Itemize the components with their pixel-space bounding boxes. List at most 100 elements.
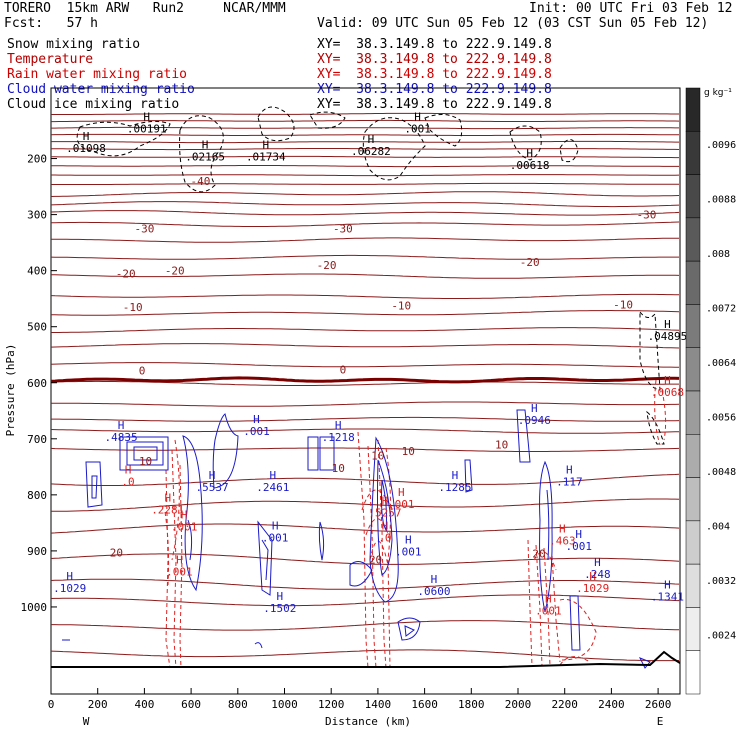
x-tick-label: 2600	[645, 698, 672, 711]
isotherm-line	[51, 362, 679, 368]
colorbar-cell	[685, 477, 701, 522]
cloud-water-max-marker: H	[594, 556, 601, 569]
cloud-water-contour	[381, 479, 387, 532]
init-time: Init: 00 UTC Fri 03 Feb 12	[529, 1, 733, 16]
isotherm-line	[51, 210, 680, 216]
valid-time: Valid: 09 UTC Sun 05 Feb 12 (03 CST Sun …	[317, 16, 709, 31]
cloud-water-max-marker: H	[209, 469, 216, 482]
temperature-contour-label: 10	[371, 450, 384, 463]
cloud-water-contour	[257, 520, 273, 596]
snow-contour	[509, 125, 542, 161]
rain-max-marker: H	[125, 464, 132, 477]
snow-max-marker: H	[202, 139, 209, 152]
colorbar-cell	[685, 520, 701, 565]
rain-max-marker: H	[382, 520, 389, 533]
cloud-water-contour	[182, 435, 203, 592]
rain-max-value: .001	[535, 605, 562, 618]
rain-max-marker: H	[559, 522, 566, 535]
temperature-contour-label: -40	[191, 175, 211, 188]
isotherm-line	[51, 401, 680, 407]
isotherm-line	[51, 165, 679, 168]
cloud-water-max-value: .1218	[322, 431, 355, 444]
temperature-contour-label: -30	[333, 223, 353, 236]
colorbar-cell	[685, 260, 701, 305]
cloud-water-max-value: .5537	[196, 481, 229, 494]
snow-max-value: .00191	[127, 123, 167, 136]
isotherm-line	[51, 174, 680, 177]
contour-labels: -40 -30 -30 -30 -20 -20 -20 -20 -10 -10 -10 0 0 10 10 1…	[53, 111, 687, 618]
cloud-water-max-value: .1341	[651, 591, 684, 604]
temperature-contour-label: 10	[332, 462, 345, 475]
isotherm-line	[51, 498, 680, 512]
x-tick-label: 600	[181, 698, 201, 711]
colorbar-tick-label: .0064	[706, 358, 736, 369]
field-label-snow: Snow mixing ratio	[7, 37, 141, 52]
cloud-water-contour	[397, 617, 421, 641]
snow-contour	[309, 111, 346, 129]
colorbar-cell	[685, 217, 701, 262]
cloud-water-contour	[377, 459, 393, 576]
rain-max-value: .001	[388, 498, 415, 511]
isotherm-line	[51, 416, 680, 422]
colorbar-cell	[685, 434, 701, 478]
colorbar-tick-label: .0072	[706, 304, 736, 315]
isotherm-line	[51, 620, 680, 631]
plot-frame	[50, 87, 681, 695]
snow-max-value: .02165	[185, 151, 225, 164]
cloud-water-max-value: .0946	[518, 414, 551, 427]
field-xy-cloud-ice: XY= 38.3.149.8 to 222.9.149.8	[317, 97, 552, 112]
snow-max-value: .00618	[510, 159, 550, 172]
colorbar: g kg⁻¹ .0096 .0088 .008 .0072 .0064 .0056 .0048…	[685, 87, 736, 695]
colorbar-unit: g kg⁻¹	[704, 88, 732, 98]
isotherm-line	[51, 254, 679, 260]
cloud-water-contour	[133, 446, 158, 461]
rain-max-marker: H	[664, 374, 671, 387]
temperature-contour-label: 10	[139, 455, 152, 468]
cloud-water-max-value: .117	[556, 476, 583, 489]
y-tick-label: 1000	[21, 601, 48, 614]
rain-contour	[551, 555, 561, 663]
rain-contour	[535, 544, 543, 667]
rain-max-marker: H	[545, 593, 552, 606]
x-tick-label: 1800	[458, 698, 485, 711]
snow-max-value: .04895	[648, 330, 688, 343]
snow-contour	[559, 139, 579, 163]
rain-max-marker: H	[398, 486, 405, 499]
x-tick-label: 2000	[505, 698, 532, 711]
cloud-water-max-marker: H	[452, 469, 459, 482]
snow-max-marker: H	[143, 111, 150, 124]
y-tick-label: 400	[27, 265, 47, 278]
isotherm-line	[51, 273, 680, 279]
field-xy-temperature: XY= 38.3.149.8 to 222.9.149.8	[317, 52, 552, 67]
cloud-water-max-value: .001	[262, 532, 289, 545]
cloud-water-max-value: .1029	[53, 582, 86, 595]
field-xy-rain: XY= 38.3.149.8 to 222.9.149.8	[317, 67, 552, 82]
y-tick-label: 300	[27, 209, 47, 222]
snow-max-marker: H	[83, 130, 90, 143]
temperature-contour-label: -10	[391, 299, 411, 312]
axes: 0 200 400 600 800 1000 1200 1400 1600 1800 2000 220…	[4, 153, 671, 728]
colorbar-tick-label: .008	[706, 249, 730, 260]
model-title: TORERO 15km ARW Run2 NCAR/MMM	[4, 1, 286, 16]
rain-max-value: .001	[171, 520, 198, 533]
isotherm-line	[51, 428, 680, 434]
y-tick-label: 800	[27, 489, 47, 502]
cloud-water-contour	[546, 489, 550, 561]
cloud-water-contour	[119, 436, 169, 471]
temperature-contour-label: 20	[532, 548, 545, 561]
isotherm-line	[51, 133, 679, 136]
x-axis-title: Distance (km)	[325, 715, 411, 728]
temperature-contour-label: -20	[317, 259, 337, 272]
y-tick-label: 900	[27, 545, 47, 558]
y-tick-label: 500	[27, 321, 47, 334]
rain-contour	[559, 598, 597, 661]
cloud-water-contour	[319, 436, 335, 471]
temperature-contour-label: -20	[165, 265, 185, 278]
x-tick-label: 1200	[318, 698, 345, 711]
temperature-contour-label: -30	[636, 209, 656, 222]
x-axis-east-label: E	[657, 715, 664, 728]
isotherm-line	[51, 649, 680, 662]
cloud-water-contour	[349, 560, 373, 587]
isotherm-line	[51, 126, 679, 130]
